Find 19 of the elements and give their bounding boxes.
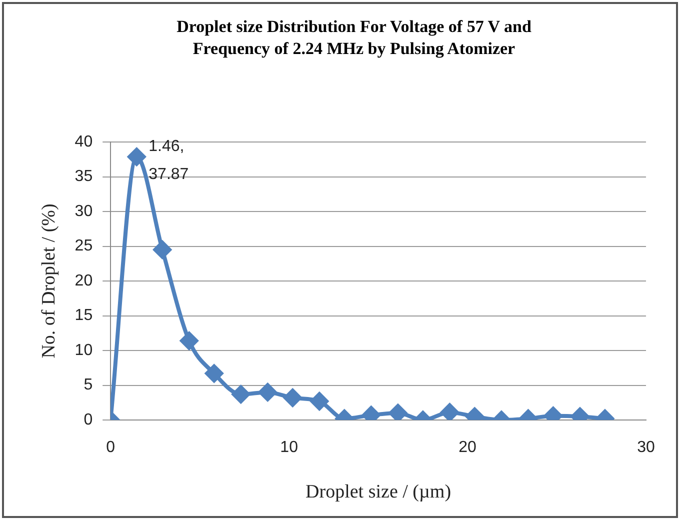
point [128, 148, 146, 166]
x-axis-title: Droplet size / (µm) [306, 482, 452, 503]
y-tick-label: 15 [74, 307, 93, 324]
y-tick-label: 0 [84, 411, 93, 428]
chart-title: Droplet size Distribution For Voltage of 57 V and Frequency of 2.24 MHz by Pulsing Atomizer [176, 16, 532, 60]
y-tick-label: 30 [74, 202, 93, 220]
annotation: 1.46, 37.87 [148, 138, 189, 184]
y-tick-label: 35 [74, 168, 93, 186]
x-tick-label: 20 [458, 439, 477, 456]
y-tick-label: 20 [74, 272, 93, 290]
point [153, 240, 172, 259]
x-tick-label: 0 [106, 439, 116, 456]
x-tick-label: 10 [280, 439, 298, 456]
y-tick-label: 10 [74, 342, 93, 359]
y-tick-label: 25 [74, 238, 93, 255]
y-axis-title: No. of Droplet / (%) [38, 204, 60, 358]
x-tick-label: 30 [637, 439, 655, 456]
y-tick-label: 5 [84, 376, 93, 394]
y-tick-label: 40 [74, 133, 93, 150]
